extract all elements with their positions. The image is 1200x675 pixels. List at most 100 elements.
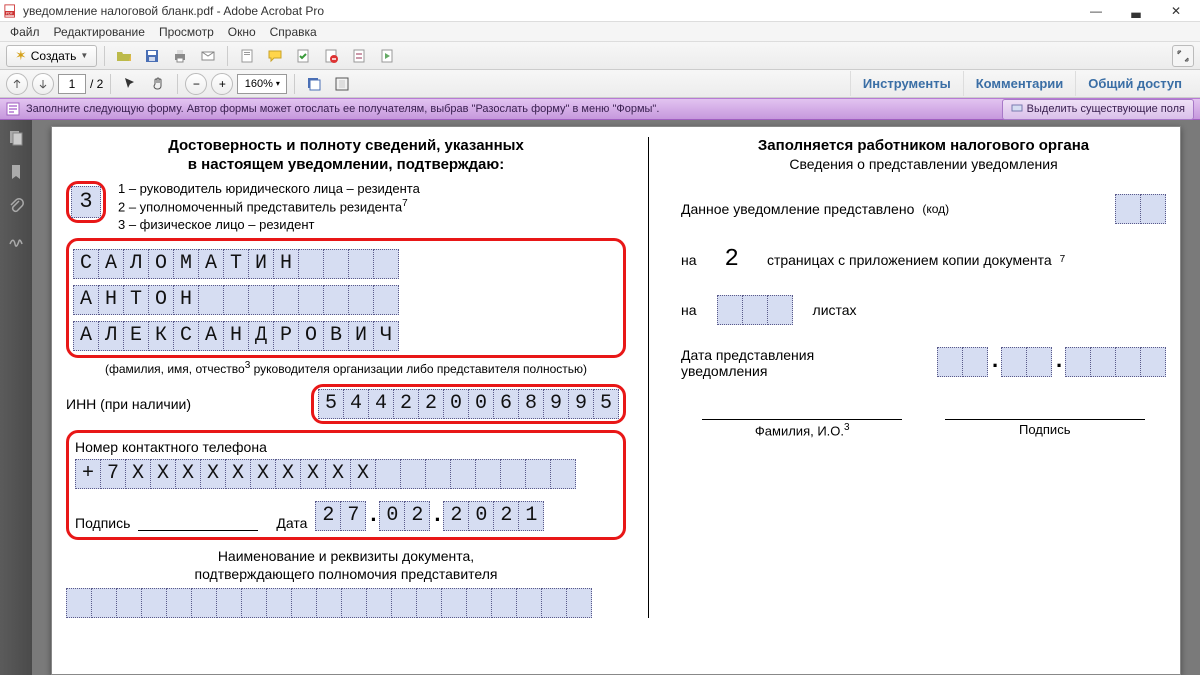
hand-tool-icon[interactable] (146, 73, 170, 95)
pdf-file-icon: PDF (4, 4, 18, 18)
bookmarks-panel-icon[interactable] (6, 162, 26, 182)
on-label-2: на (681, 302, 697, 318)
patronymic-field[interactable]: АЛЕКСАНДРОВИЧ (73, 321, 619, 351)
foot-fio-label: Фамилия, И.О. (755, 423, 844, 438)
comment-bubble-icon[interactable] (263, 45, 287, 67)
email-icon[interactable] (196, 45, 220, 67)
checkmark-doc-icon[interactable] (291, 45, 315, 67)
tab-share[interactable]: Общий доступ (1075, 71, 1194, 96)
attachments-panel-icon[interactable] (6, 196, 26, 216)
auth-doc-line1: Наименование и реквизиты документа, (66, 548, 626, 564)
left-title-line2: в настоящем уведомлении, подтверждаю: (66, 156, 626, 175)
minimize-button[interactable]: ― (1076, 0, 1116, 22)
signer-type-3: 3 – физическое лицо – резидент (118, 217, 420, 234)
window-title: уведомление налоговой бланк.pdf - Adobe … (23, 4, 1076, 18)
sheets-count-field[interactable] (717, 295, 793, 325)
auth-doc-field[interactable] (66, 588, 626, 618)
form-info-icon (6, 102, 20, 116)
zoom-out-button[interactable]: − (185, 73, 207, 95)
phone-label: Номер контактного телефона (75, 439, 617, 455)
highlight-fields-label: Выделить существующие поля (1027, 103, 1185, 115)
multimedia-doc-icon[interactable] (375, 45, 399, 67)
chevron-down-icon: ▼ (80, 51, 88, 60)
create-button[interactable]: ✶ Создать ▼ (6, 45, 97, 67)
phone-date-highlight-box: Номер контактного телефона +7XXXXXXXXXX … (66, 430, 626, 540)
print-icon[interactable] (168, 45, 192, 67)
maximize-button[interactable]: ▃ (1116, 0, 1156, 22)
right-title: Заполняется работником налогового органа (681, 137, 1166, 154)
signer-type-legend: 1 – руководитель юридического лица – рез… (118, 181, 420, 234)
present-date-label2: уведомления (681, 363, 814, 379)
next-page-button[interactable] (32, 73, 54, 95)
close-button[interactable]: ✕ (1156, 0, 1196, 22)
official-signature-footer: Фамилия, И.О.3 Подпись (681, 419, 1166, 438)
form-info-bar: Заполните следующую форму. Автор формы м… (0, 98, 1200, 120)
fullname-highlight-box: САЛОМАТИН АНТОН АЛЕКСАНДРОВИЧ (66, 238, 626, 358)
inn-label: ИНН (при наличии) (66, 396, 191, 412)
primary-toolbar: ✶ Создать ▼ (0, 42, 1200, 70)
signer-type-code[interactable]: 3 (71, 186, 101, 218)
firstname-field[interactable]: АНТОН (73, 285, 619, 315)
tab-tools[interactable]: Инструменты (850, 71, 963, 96)
create-star-icon: ✶ (15, 47, 27, 64)
form-info-message: Заполните следующую форму. Автор формы м… (26, 103, 659, 115)
pages-text-sup: 7 (1060, 254, 1066, 265)
highlight-fields-button[interactable]: Выделить существующие поля (1002, 99, 1194, 120)
signer-type-1: 1 – руководитель юридического лица – рез… (118, 181, 420, 198)
signer-type-2: 2 – уполномоченный представитель резиден… (118, 200, 402, 215)
prev-page-button[interactable] (6, 73, 28, 95)
menu-view[interactable]: Просмотр (153, 23, 220, 41)
save-icon[interactable] (140, 45, 164, 67)
column-divider (648, 137, 649, 618)
inn-highlight-box: 544220068995 (311, 384, 626, 424)
signer-type-code-box: 3 (66, 181, 106, 223)
window-titlebar: PDF уведомление налоговой бланк.pdf - Ad… (0, 0, 1200, 22)
page-total-label: / 2 (90, 77, 103, 91)
tab-comments[interactable]: Комментарии (963, 71, 1076, 96)
inn-field[interactable]: 544220068995 (318, 389, 619, 419)
menu-file[interactable]: Файл (4, 23, 46, 41)
pages-count-value: 2 (725, 246, 739, 273)
zoom-in-button[interactable]: + (211, 73, 233, 95)
pages-text: страницах с приложением копии документа (767, 252, 1052, 268)
form-doc-icon[interactable] (347, 45, 371, 67)
document-workspace: Достоверность и полноту сведений, указан… (0, 120, 1200, 675)
fio-note: (фамилия, имя, отчество3 руководителя ор… (66, 360, 626, 376)
page-number-input[interactable] (58, 74, 86, 94)
form-left-column: Достоверность и полноту сведений, указан… (66, 137, 626, 618)
document-scroll-area[interactable]: Достоверность и полноту сведений, указан… (32, 120, 1200, 675)
signature-line (138, 515, 258, 531)
page-doc-icon[interactable] (235, 45, 259, 67)
open-icon[interactable] (112, 45, 136, 67)
highlight-fields-icon (1011, 102, 1023, 117)
signatures-panel-icon[interactable] (6, 230, 26, 250)
present-date-field[interactable]: .. (937, 347, 1166, 377)
phone-field[interactable]: +7XXXXXXXXXX (75, 459, 617, 489)
on-label-1: на (681, 252, 697, 268)
signature-label: Подпись (75, 515, 130, 531)
select-tool-icon[interactable] (118, 73, 142, 95)
left-title-line1: Достоверность и полноту сведений, указан… (66, 137, 626, 156)
menu-window[interactable]: Окно (222, 23, 262, 41)
navigation-toolbar: / 2 − + 160%▾ Инструменты Комментарии Об… (0, 70, 1200, 98)
surname-field[interactable]: САЛОМАТИН (73, 249, 619, 279)
form-right-column: Заполняется работником налогового органа… (671, 137, 1166, 618)
present-date-label1: Дата представления (681, 347, 814, 363)
expand-toolbar-icon[interactable] (1172, 45, 1194, 67)
auth-doc-line2: подтверждающего полномочия представителя (66, 566, 626, 582)
foot-sign-label: Подпись (1019, 422, 1070, 437)
cancel-doc-icon[interactable] (319, 45, 343, 67)
pages-panel-icon[interactable] (6, 128, 26, 148)
zoom-level[interactable]: 160%▾ (237, 74, 287, 94)
menu-edit[interactable]: Редактирование (48, 23, 151, 41)
menu-bar: Файл Редактирование Просмотр Окно Справк… (0, 22, 1200, 42)
left-side-panel (0, 120, 32, 675)
presented-code-field[interactable] (1115, 194, 1166, 224)
menu-help[interactable]: Справка (264, 23, 323, 41)
fit-page-icon[interactable] (330, 73, 354, 95)
save-copy-icon[interactable] (302, 73, 326, 95)
pdf-page: Достоверность и полноту сведений, указан… (51, 126, 1181, 675)
presented-label: Данное уведомление представлено (681, 201, 914, 217)
signer-type-2-sup: 7 (402, 198, 408, 209)
date-field[interactable]: 27.02.2021 (315, 501, 544, 531)
